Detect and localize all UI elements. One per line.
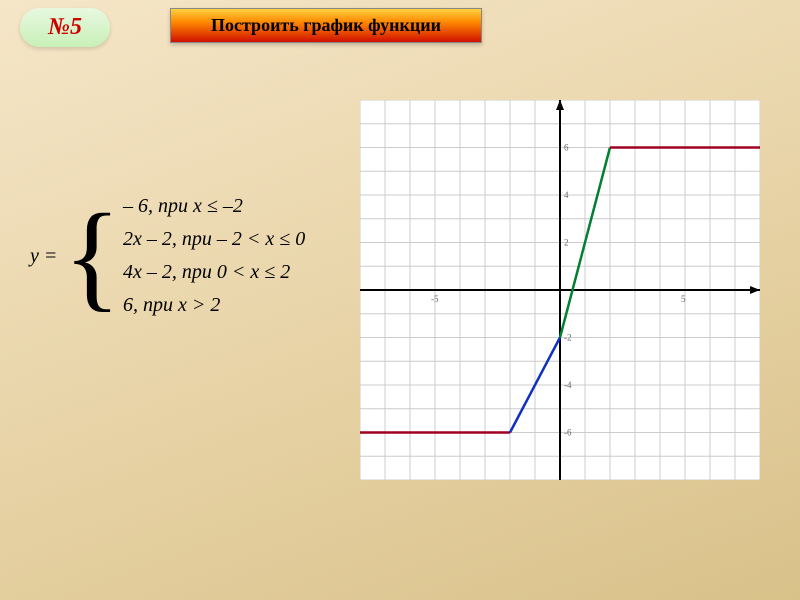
formula-brace: {: [63, 208, 121, 304]
formula-piece: 2x – 2, при – 2 < x ≤ 0: [123, 228, 305, 251]
problem-number: №5: [48, 14, 82, 40]
svg-text:6: 6: [564, 143, 569, 153]
svg-text:-4: -4: [564, 380, 572, 390]
problem-number-badge: №5: [20, 8, 110, 47]
title-bar: Построить график функции: [170, 8, 482, 43]
formula-lhs: y =: [30, 245, 57, 268]
formula-piece: 4x – 2, при 0 < x ≤ 2: [123, 261, 305, 284]
svg-text:2: 2: [564, 238, 569, 248]
svg-text:4: 4: [564, 190, 569, 200]
svg-text:5: 5: [681, 294, 686, 304]
formula-pieces: – 6, при x ≤ –2 2x – 2, при – 2 < x ≤ 0 …: [123, 195, 305, 317]
formula-piece: – 6, при x ≤ –2: [123, 195, 305, 218]
title-text: Построить график функции: [211, 15, 441, 35]
function-graph: 6 4 2 -2 -4 -6 -5 5: [360, 100, 760, 480]
svg-text:-5: -5: [431, 294, 439, 304]
chart-svg: 6 4 2 -2 -4 -6 -5 5: [360, 100, 760, 480]
svg-text:-2: -2: [564, 333, 572, 343]
piecewise-formula: y = { – 6, при x ≤ –2 2x – 2, при – 2 < …: [30, 195, 305, 317]
formula-piece: 6, при x > 2: [123, 294, 305, 317]
svg-text:-6: -6: [564, 428, 572, 438]
